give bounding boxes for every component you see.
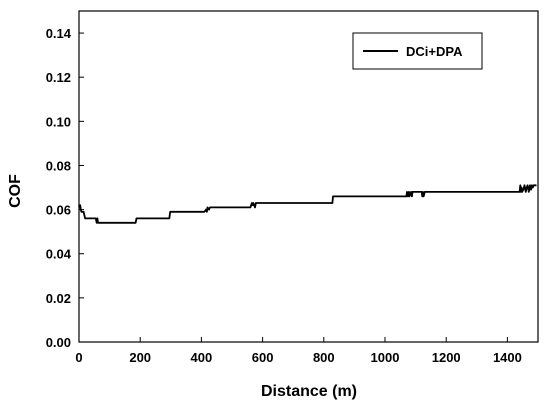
x-tick-label: 600: [252, 350, 274, 365]
x-tick-label: 1400: [493, 350, 522, 365]
x-tick-label: 0: [75, 350, 82, 365]
y-tick-label: 0.12: [46, 70, 71, 85]
y-tick-label: 0.14: [46, 26, 72, 41]
legend-label: DCi+DPA: [406, 44, 463, 59]
y-tick-label: 0.04: [46, 247, 72, 262]
plot-frame: [78, 10, 539, 343]
x-tick-label: 1200: [432, 350, 461, 365]
y-tick-label: 0.02: [46, 291, 71, 306]
x-tick-label: 400: [191, 350, 213, 365]
y-tick-label: 0.00: [46, 335, 71, 350]
x-tick-label: 1000: [371, 350, 400, 365]
series-line-dci-dpa: [78, 184, 537, 224]
y-tick-label: 0.10: [46, 114, 71, 129]
x-tick-label: 200: [129, 350, 151, 365]
x-axis-title: Distance (m): [261, 383, 357, 400]
y-axis-title: COF: [7, 174, 24, 208]
y-tick-label: 0.08: [46, 158, 71, 173]
y-tick-label: 0.06: [46, 203, 71, 218]
x-tick-label: 800: [313, 350, 335, 365]
